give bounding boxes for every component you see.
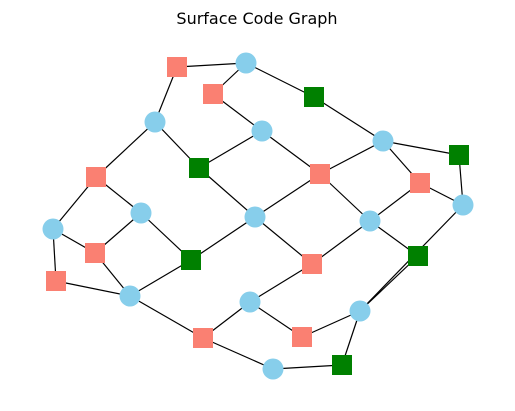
data-qubit-node	[239, 291, 261, 313]
z-stabilizer-node	[408, 246, 428, 266]
edge-z1-d1	[245, 62, 315, 98]
data-qubit-node	[119, 285, 141, 307]
edge-z4-d9	[129, 259, 192, 297]
edge-x9-d14	[202, 337, 274, 370]
data-qubit-node	[244, 206, 266, 228]
data-qubit-node	[359, 210, 381, 232]
x-stabilizer-node	[167, 57, 187, 77]
edge-d9-x9	[129, 295, 204, 339]
data-qubit-node	[262, 358, 284, 380]
x-stabilizer-node	[86, 167, 106, 187]
x-stabilizer-node	[203, 84, 223, 104]
data-qubit-node	[235, 52, 257, 74]
x-stabilizer-node	[292, 327, 312, 347]
z-stabilizer-node	[181, 250, 201, 270]
x-stabilizer-node	[310, 164, 330, 184]
edge-z1-d4	[313, 96, 384, 142]
data-qubit-node	[452, 194, 474, 216]
z-stabilizer-node	[332, 355, 352, 375]
data-qubit-node	[251, 120, 273, 142]
edge-d4-z3	[382, 140, 460, 156]
x-stabilizer-node	[410, 173, 430, 193]
z-stabilizer-node	[449, 145, 469, 165]
graph-title: Surface Code Graph	[176, 9, 337, 28]
data-qubit-node	[372, 130, 394, 152]
edge-x8-d11	[249, 263, 313, 303]
x-stabilizer-node	[193, 328, 213, 348]
z-stabilizer-node	[304, 87, 324, 107]
z-stabilizer-node	[189, 158, 209, 178]
edge-x7-d9	[55, 280, 131, 297]
x-stabilizer-node	[85, 243, 105, 263]
edge-d14-z6	[272, 364, 343, 370]
data-qubit-node	[144, 111, 166, 133]
x-stabilizer-node	[302, 254, 322, 274]
edge-x1-d1	[176, 62, 247, 68]
edge-d6-z4	[190, 216, 256, 261]
edge-d4-x4	[319, 140, 384, 175]
data-qubit-node	[42, 218, 64, 240]
edge-d3-z2	[198, 130, 263, 169]
nodes-layer	[42, 52, 474, 380]
data-qubit-node	[130, 202, 152, 224]
data-qubit-node	[349, 300, 371, 322]
x-stabilizer-node	[46, 271, 66, 291]
edge-x4-d6	[254, 173, 321, 218]
